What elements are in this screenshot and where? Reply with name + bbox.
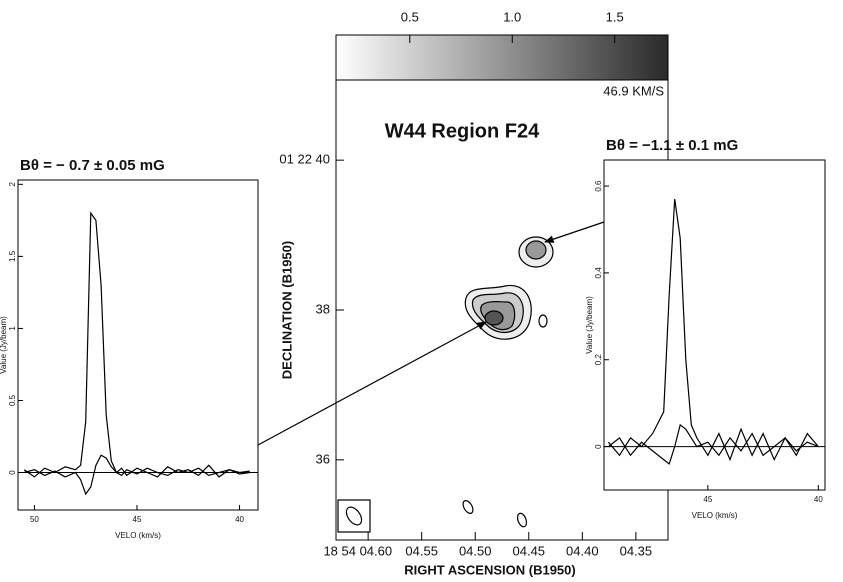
x-tick-label: 04.40 bbox=[566, 543, 599, 558]
y-tick-label: 2 bbox=[8, 182, 17, 187]
panel-title: Bθ = −1.1 ± 0.1 mG bbox=[606, 137, 738, 154]
contours bbox=[337, 236, 554, 533]
y-tick-label: 0.4 bbox=[594, 267, 603, 279]
y-tick-label: 38 bbox=[316, 301, 330, 316]
arrow bbox=[544, 221, 605, 243]
y-tick-label: 0.2 bbox=[594, 354, 603, 366]
y-axis-label: Value (Jy/beam) bbox=[585, 296, 594, 354]
colorbar bbox=[335, 34, 669, 81]
x-axis-label: VELO (km/s) bbox=[692, 511, 738, 520]
x-tick-label: 04.50 bbox=[459, 543, 492, 558]
x-tick-label: 04.55 bbox=[405, 543, 438, 558]
y-tick-label: 1 bbox=[8, 326, 17, 331]
plot-frame bbox=[603, 159, 826, 491]
x-tick-label: 40 bbox=[814, 495, 823, 504]
x-tick-label: 04.45 bbox=[513, 543, 546, 558]
y-tick-label: 0.5 bbox=[8, 394, 17, 406]
x-axis-label: RIGHT ASCENSION (B1950) bbox=[404, 562, 575, 577]
y-axis-label: Value (Jy/beam) bbox=[0, 316, 8, 374]
spectrum-line bbox=[24, 454, 250, 496]
colorbar-tick-label: 1.0 bbox=[503, 9, 521, 24]
x-tick-label: 50 bbox=[30, 515, 39, 524]
x-tick-label: 45 bbox=[133, 515, 142, 524]
y-tick-label: 1.5 bbox=[8, 250, 17, 262]
colorbar-tick-label: 1.5 bbox=[606, 9, 624, 24]
plot-frame bbox=[17, 179, 259, 511]
panel-title: Bθ = − 0.7 ± 0.05 mG bbox=[20, 157, 165, 174]
map-title: W44 Region F24 bbox=[385, 120, 540, 142]
spectrum-line bbox=[607, 199, 819, 462]
arrow bbox=[257, 321, 487, 446]
spectrum-line bbox=[608, 423, 819, 465]
annotation: 46.9 KM/S bbox=[603, 83, 664, 98]
x-axis-label: VELO (km/s) bbox=[115, 531, 161, 540]
x-tick-label: 45 bbox=[703, 495, 712, 504]
y-tick-label: 0 bbox=[8, 470, 17, 475]
x-tick-label: 40 bbox=[235, 515, 244, 524]
y-tick-label: 01 22 40 bbox=[279, 152, 330, 167]
map-shapes bbox=[335, 34, 669, 541]
y-axis-label: DECLINATION (B1950) bbox=[279, 241, 294, 379]
x-tick-label: 18 54 04.60 bbox=[323, 543, 392, 558]
y-tick-label: 0 bbox=[594, 444, 603, 449]
y-tick-label: 36 bbox=[316, 451, 330, 466]
x-tick-label: 04.35 bbox=[620, 543, 653, 558]
spectrum-line bbox=[23, 211, 250, 478]
colorbar-tick-label: 0.5 bbox=[401, 9, 419, 24]
y-tick-label: 0.6 bbox=[594, 180, 603, 192]
